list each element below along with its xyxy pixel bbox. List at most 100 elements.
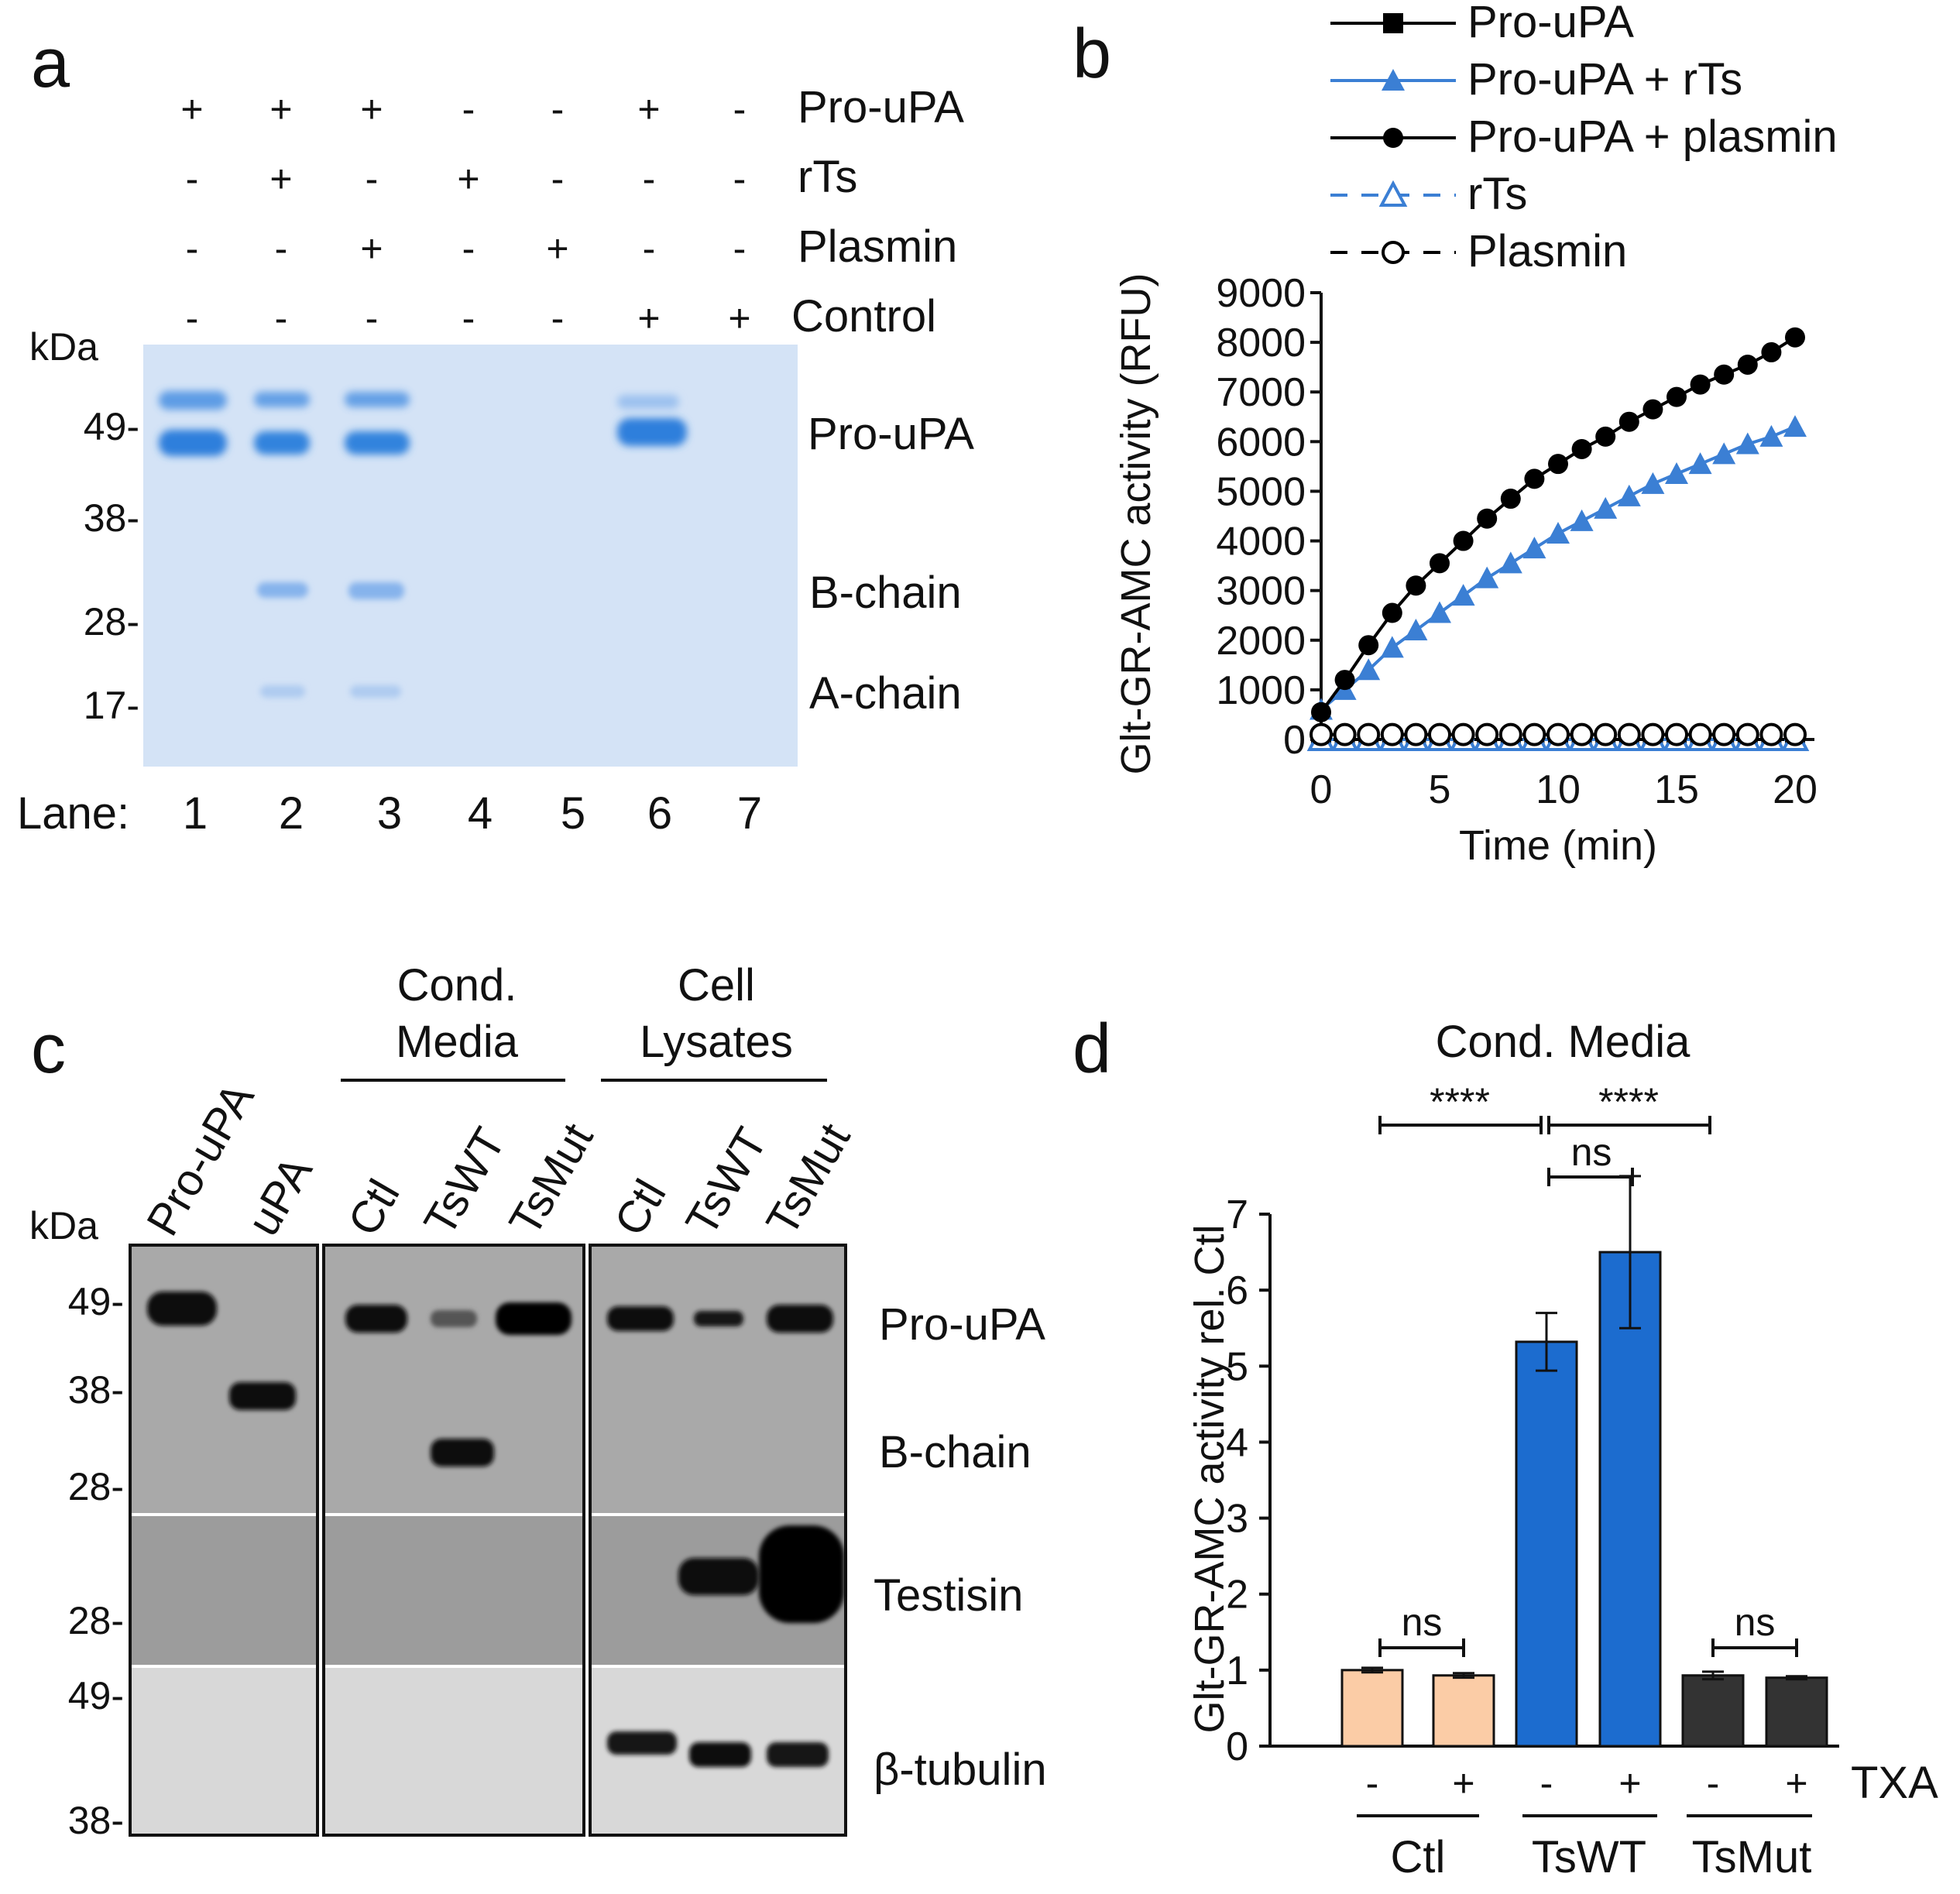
sig-label-tsmut: ns [1735,1601,1776,1644]
txa-label: TXA [1851,1758,1938,1808]
mark-row3-lane1: - [186,227,199,270]
group-cell-line1: Cell [678,960,755,1010]
data-point [1688,722,1712,746]
sig-bracket-ctl [1378,1638,1465,1657]
txa-mark-3: - [1540,1762,1553,1805]
blot-2 [322,1244,585,1837]
mark-row2-lane5: - [551,157,565,201]
data-point [1759,722,1783,746]
y-tick-6: 6 [1226,1268,1248,1313]
c-band-tubulin-ctl [607,1731,677,1755]
mark-row1-lane2: + [269,87,292,131]
txa-mark-5: - [1707,1762,1720,1805]
c-band-label-testisin: Testisin [874,1570,1023,1621]
x-tick-20: 20 [1773,767,1818,812]
band-lane6-lower [617,418,687,446]
blot-1-middle [130,1516,318,1665]
data-point [1594,496,1618,519]
group-cell-line2: Lysates [640,1017,793,1067]
lane-label-cl-ctl: Ctl [605,1172,676,1244]
data-point [1522,537,1546,559]
legend-label-5: Plasmin [1467,226,1627,276]
data-point [1735,722,1759,746]
blot-1-lower [130,1668,318,1835]
y-tick-4000: 4000 [1216,520,1306,564]
y-tick-4: 4 [1226,1420,1248,1465]
data-point [1759,424,1783,447]
c-band-b-chain [431,1439,494,1467]
data-point [1382,602,1402,623]
mark-row1-lane1: + [180,87,203,131]
mark-row2-lane7: - [733,157,747,201]
data-point [1595,426,1616,447]
c-marker-28b: 28- [68,1599,124,1642]
c-kda-title: kDa [29,1204,98,1247]
data-point [1571,438,1592,459]
band-lane3-b-chain [348,582,404,599]
mark-row1-lane3: + [360,87,383,131]
data-point [1737,354,1758,375]
legend-marker-2 [1382,69,1405,91]
row-label-control: Control [791,291,936,341]
legend-marker-1 [1383,13,1403,33]
c-band-label-pro-upa: Pro-uPA [879,1299,1045,1350]
data-point [1641,722,1665,746]
x-tick-5: 5 [1429,767,1451,812]
c-marker-28: 28- [68,1465,124,1508]
data-point [1570,509,1594,531]
blot-2-frame [322,1244,585,1837]
band-lane3-upper [345,392,410,407]
data-point [1404,722,1428,746]
blot-3-upper [590,1245,846,1513]
sig-label-tswt-tsmut: **** [1598,1080,1659,1124]
mark-row3-lane5: + [546,227,568,270]
data-point [1428,601,1451,623]
lane-label-cl-tsmut: TsMut [757,1115,860,1244]
data-point [1451,584,1475,606]
band-lane2-a-chain [260,685,305,698]
marker-28: 28- [84,600,139,643]
legend-marker-4 [1378,180,1408,207]
lane-number-1: 1 [183,788,208,839]
c-band-cl-tswt [694,1311,743,1326]
mark-row4-lane4: - [462,297,475,340]
mark-row4-lane5: - [551,297,565,340]
data-point [1548,454,1568,475]
c-band-testisin-tsmut [759,1525,844,1623]
kda-title: kDa [29,325,98,369]
y-tick-8000: 8000 [1216,321,1306,365]
panel-a: a + + + - - + - - + - + - - - - - + - + - - - - - - - + + Pro-uPA r… [17,25,974,839]
band-lane2-upper [254,392,310,407]
sig-bracket-tswt [1547,1168,1634,1186]
mark-row4-lane6: + [637,297,660,340]
blot-1 [129,1244,319,1837]
mark-row3-lane6: - [643,227,656,270]
band-lane3-a-chain [350,685,401,698]
band-label-b-chain: B-chain [809,568,962,618]
data-point [1380,636,1404,658]
panel-c: c Cond. Media Cell Lysates Pro-uPA uPA C… [29,960,1047,1842]
legend: Pro-uPA Pro-uPA + rTs Pro-uPA + plasmin rTs… [1330,0,1838,276]
c-band-cl-tsmut [767,1305,833,1333]
data-point [1665,462,1688,485]
mark-row1-lane7: - [733,87,747,131]
d-title: Cond. Media [1436,1017,1691,1067]
data-point [1522,722,1546,746]
gel [143,345,798,767]
legend-label-2: Pro-uPA + rTs [1467,54,1742,105]
c-band-cm-ctl [345,1305,407,1333]
c-band-label-b-chain: B-chain [879,1427,1031,1477]
data-point [1761,341,1782,362]
data-point [1570,722,1594,746]
bar-4 [1598,1251,1662,1748]
c-band-tubulin-tswt [689,1742,751,1767]
x-tick-15: 15 [1654,767,1699,812]
x-tick-10: 10 [1536,767,1581,812]
c-band-label-tubulin: β-tubulin [874,1745,1047,1795]
data-point [1712,722,1736,746]
y-tick-3000: 3000 [1216,569,1306,614]
blot-2-lower [324,1668,584,1835]
band-lane2-lower [254,431,310,455]
